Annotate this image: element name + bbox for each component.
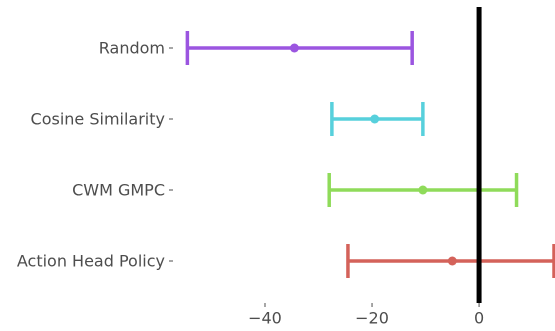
x-tick-label-2: 0 xyxy=(474,309,484,328)
x-axis: −40 −20 0 xyxy=(248,303,484,328)
errorbar-cosine-similarity xyxy=(330,102,425,136)
errorbar-random xyxy=(185,31,414,65)
point-cwm-gmpc xyxy=(418,185,428,195)
y-tick-label-action-head-policy: Action Head Policy xyxy=(17,252,165,271)
point-cosine-similarity xyxy=(370,114,380,124)
y-axis-labels: Random Cosine Similarity CWM GMPC Action He… xyxy=(17,39,173,271)
x-tick-label-1: −20 xyxy=(355,309,389,328)
point-action-head-policy xyxy=(447,256,457,266)
x-tick-label-0: −40 xyxy=(248,309,282,328)
y-tick-label-cwm-gmpc: CWM GMPC xyxy=(72,181,165,200)
y-tick-label-cosine-similarity: Cosine Similarity xyxy=(31,110,165,129)
error-bars xyxy=(185,31,555,278)
y-tick-label-random: Random xyxy=(99,39,165,58)
errorbar-cwm-gmpc xyxy=(327,173,519,207)
errorbar-action-head-policy xyxy=(346,244,555,278)
point-random xyxy=(289,43,299,53)
